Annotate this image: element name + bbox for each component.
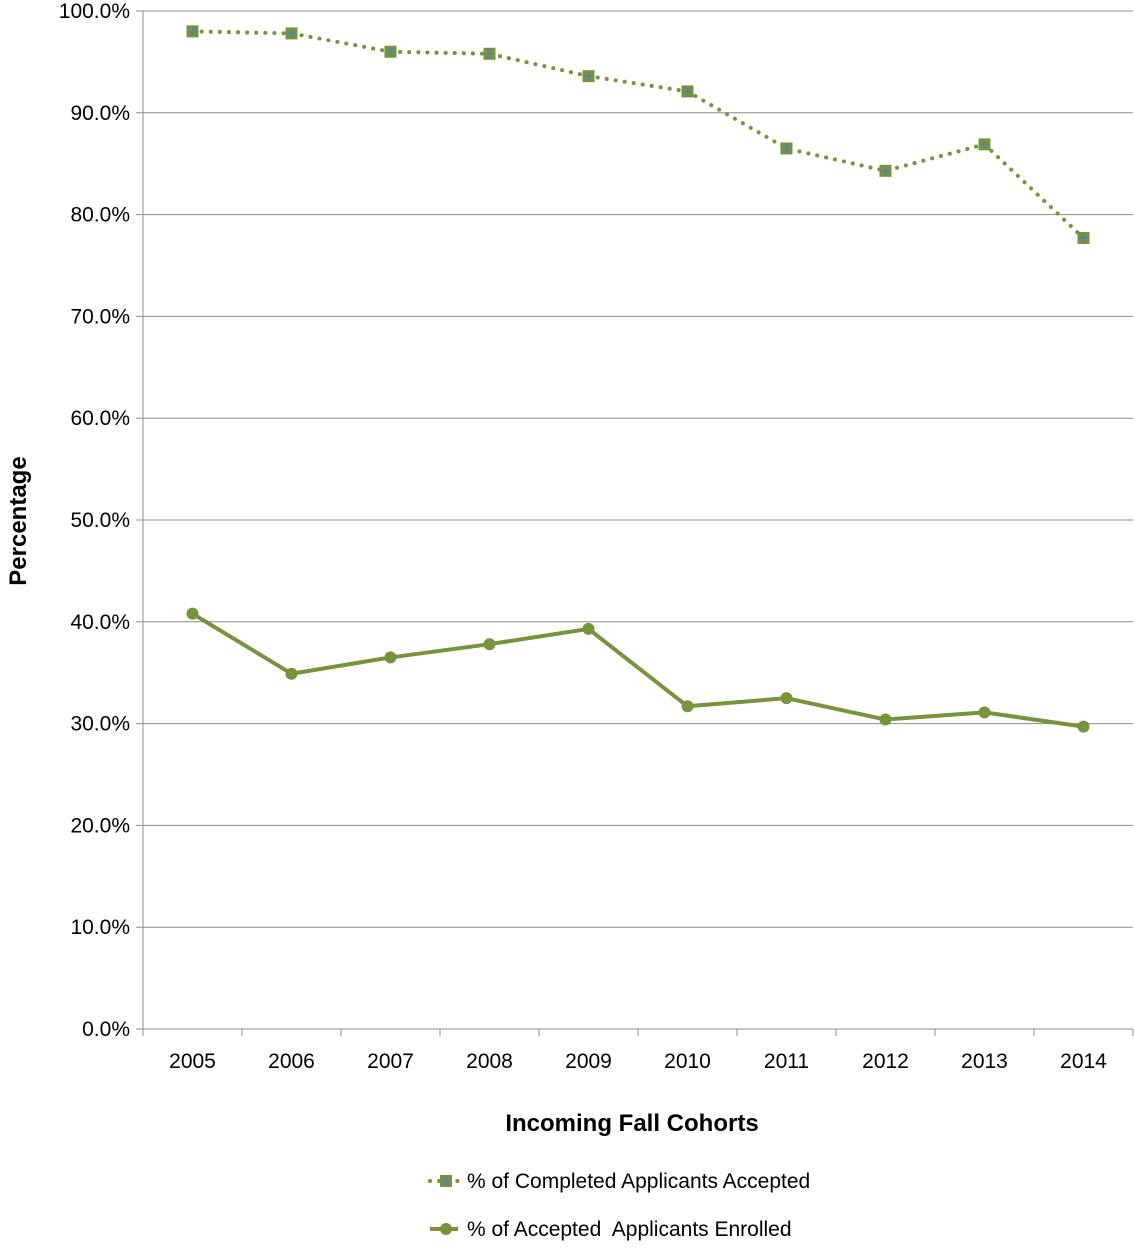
x-tick-label: 2008	[466, 1050, 513, 1073]
x-tick-label: 2011	[764, 1050, 809, 1073]
data-point	[978, 706, 991, 719]
y-tick-label: 80.0%	[70, 204, 130, 227]
data-point	[879, 713, 892, 726]
y-tick-label: 20.0%	[70, 814, 130, 837]
x-axis-tick-labels: 2005 2006 2007 2008 2009 2010 2011 2012 2013 2014	[169, 1050, 1107, 1073]
legend-label: % of Completed Applicants Accepted	[467, 1170, 810, 1193]
series-2	[186, 607, 1090, 733]
series-line	[191, 611, 1084, 729]
data-point	[681, 700, 694, 713]
x-tick-label: 2014	[1060, 1050, 1107, 1073]
series-line	[190, 29, 1086, 241]
y-axis-title: Percentage	[5, 456, 32, 585]
y-tick-label: 50.0%	[70, 509, 130, 532]
gridlines	[143, 10, 1133, 928]
axes	[136, 10, 1134, 1036]
legend-label: % of Accepted Applicants Enrolled	[467, 1218, 792, 1241]
data-point	[384, 651, 397, 664]
x-tick-label: 2005	[169, 1050, 216, 1073]
y-tick-label: 70.0%	[70, 305, 130, 328]
y-tick-label: 90.0%	[70, 102, 130, 125]
y-tick-label: 100.0%	[59, 0, 130, 23]
legend-marker	[440, 1223, 452, 1235]
data-point	[483, 638, 496, 651]
data-point	[186, 607, 199, 620]
y-tick-label: 0.0%	[82, 1018, 130, 1041]
x-tick-label: 2006	[268, 1050, 315, 1073]
legend-item-2: % of Accepted Applicants Enrolled	[430, 1218, 792, 1241]
data-point	[1077, 720, 1090, 733]
legend-item-1: % of Completed Applicants Accepted	[428, 1170, 810, 1193]
series-layer	[186, 25, 1090, 733]
x-tick-label: 2009	[565, 1050, 612, 1073]
series-1	[186, 25, 1090, 245]
data-point	[780, 692, 793, 705]
x-tick-label: 2013	[961, 1050, 1008, 1073]
y-tick-label: 60.0%	[70, 407, 130, 430]
x-axis-title: Incoming Fall Cohorts	[505, 1110, 758, 1137]
data-point	[285, 667, 298, 680]
y-axis-tick-labels: 0.0% 10.0% 20.0% 30.0% 40.0% 50.0% 60.0% 70.0% 8…	[59, 0, 130, 1041]
legend: % of Completed Applicants Accepted % of A…	[428, 1170, 810, 1241]
y-tick-label: 10.0%	[70, 916, 130, 939]
y-tick-label: 30.0%	[70, 713, 130, 736]
data-point	[582, 622, 595, 635]
y-tick-label: 40.0%	[70, 611, 130, 634]
x-tick-label: 2007	[367, 1050, 414, 1073]
x-tick-label: 2010	[664, 1050, 711, 1073]
x-tick-label: 2012	[862, 1050, 909, 1073]
